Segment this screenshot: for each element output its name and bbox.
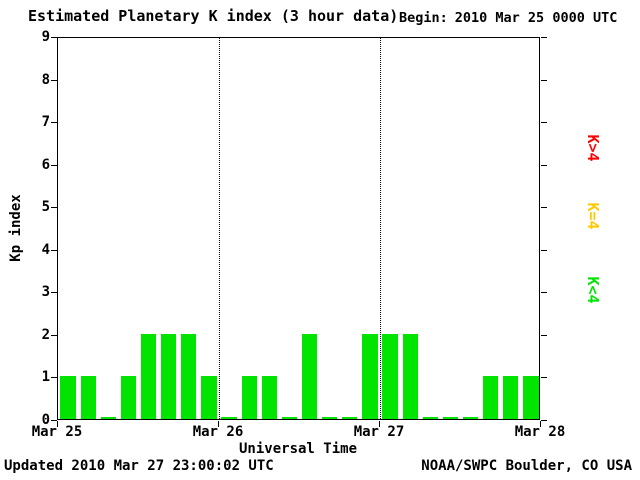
y-tick-label: 3 [41, 284, 50, 301]
axis-tick [57, 421, 58, 427]
begin-value: 2010 Mar 25 0000 UTC [454, 10, 618, 26]
kp-bar [503, 376, 519, 419]
axis-tick [541, 249, 547, 251]
y-tick-label: 9 [41, 29, 50, 45]
axis-tick [51, 334, 57, 336]
axis-tick [51, 249, 57, 251]
axis-tick [541, 292, 547, 294]
legend-label-klt4: K<4 [584, 276, 602, 304]
axis-tick [541, 207, 547, 209]
y-tick-label: 1 [41, 369, 50, 386]
axis-tick [541, 164, 547, 166]
kp-bar [60, 376, 76, 419]
day-gridline [219, 38, 220, 419]
begin-timestamp: Begin: 2010 Mar 25 0000 UTC [399, 10, 617, 26]
chart-title: Estimated Planetary K index (3 hour data… [28, 7, 399, 25]
x-tick-label: Mar 25 [31, 424, 83, 440]
x-tick-label: Mar 26 [192, 424, 244, 440]
kp-bar [322, 417, 338, 419]
kp-bar [261, 376, 277, 419]
y-tick-label: 7 [41, 114, 50, 131]
kp-bar [241, 376, 257, 419]
kp-bar [342, 417, 358, 419]
y-tick-label: 4 [41, 241, 50, 258]
axis-tick [540, 421, 541, 427]
axis-tick [51, 79, 57, 81]
legend-label-kgt4: K>4 [584, 134, 602, 162]
axis-tick [541, 334, 547, 336]
kp-bar [221, 417, 237, 419]
axis-tick [541, 377, 547, 379]
x-tick-label: Mar 28 [514, 424, 566, 440]
plot-area [57, 37, 540, 420]
axis-tick [51, 207, 57, 209]
x-tick-label: Mar 27 [353, 424, 405, 440]
kp-bar [362, 333, 378, 419]
kp-bar [120, 376, 137, 419]
axis-tick [541, 122, 547, 124]
x-axis-label: Universal Time [238, 441, 358, 457]
axis-tick [541, 37, 547, 38]
begin-label: Begin: [399, 10, 448, 26]
y-tick-label: 5 [41, 199, 50, 216]
kp-bar [181, 333, 197, 419]
axis-tick [51, 164, 57, 166]
kp-bar [201, 376, 217, 419]
kp-bar [402, 333, 418, 419]
updated-timestamp: Updated 2010 Mar 27 23:00:02 UTC [4, 458, 274, 474]
kp-bar [161, 333, 177, 419]
source-credit: NOAA/SWPC Boulder, CO USA [421, 458, 632, 474]
axis-tick [51, 122, 57, 124]
y-tick-label: 0 [41, 412, 50, 428]
y-tick-label: 6 [41, 156, 50, 173]
y-tick-label: 8 [41, 71, 50, 88]
kp-bar [483, 376, 499, 419]
axis-tick [218, 421, 219, 427]
kp-bar [80, 376, 96, 419]
axis-tick [51, 37, 57, 38]
kp-bar [382, 333, 398, 419]
legend-label-keq4: K=4 [584, 202, 602, 230]
axis-tick [541, 420, 547, 421]
kp-bar [422, 417, 438, 419]
y-tick-label: 2 [41, 326, 50, 343]
y-axis-label: Kp index [8, 194, 24, 262]
axis-tick [51, 292, 57, 294]
kp-bar [281, 417, 298, 419]
axis-tick [51, 377, 57, 379]
kp-bar [140, 333, 157, 419]
kp-bar [523, 376, 539, 419]
axis-tick [379, 421, 380, 427]
axis-tick [51, 420, 57, 421]
axis-tick [541, 79, 547, 81]
kp-bar [301, 333, 318, 419]
kp-bar [442, 417, 459, 419]
kp-bar [462, 417, 479, 419]
kp-bar [100, 417, 116, 419]
day-gridline [380, 38, 381, 419]
